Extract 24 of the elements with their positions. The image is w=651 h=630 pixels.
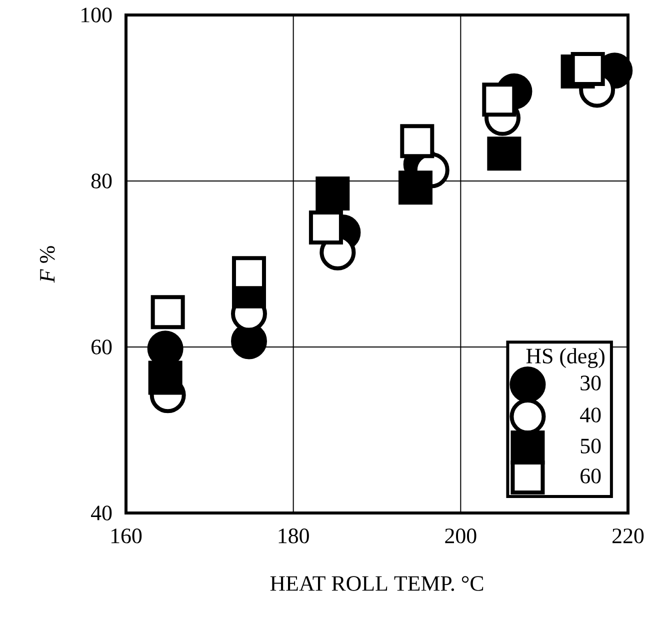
legend-label: 50 [580,438,601,454]
y-tick-label: 60 [92,340,112,354]
point [316,176,350,210]
legend-label: 30 [580,376,601,390]
legend-title: HS (deg) [526,348,604,368]
x-tick-label: 220 [612,528,644,544]
x-tick-label: 200 [445,528,476,544]
x-axis-title: HEAT ROLL TEMP. °C [270,576,484,591]
y-tick-label: 100 [82,8,112,22]
y-axis-title: F % [40,246,55,283]
point [400,124,434,158]
point [398,170,432,205]
point [570,52,605,86]
point [487,136,522,171]
legend-label: 60 [580,468,601,484]
point [308,210,343,244]
y-tick-label: 80 [91,174,112,188]
legend-label: 40 [580,408,601,422]
point [148,360,182,395]
point [150,295,185,330]
x-tick-label: 180 [278,528,309,544]
x-tick-label: 160 [111,528,142,544]
y-tick-label: 40 [91,506,112,520]
point [482,82,516,117]
